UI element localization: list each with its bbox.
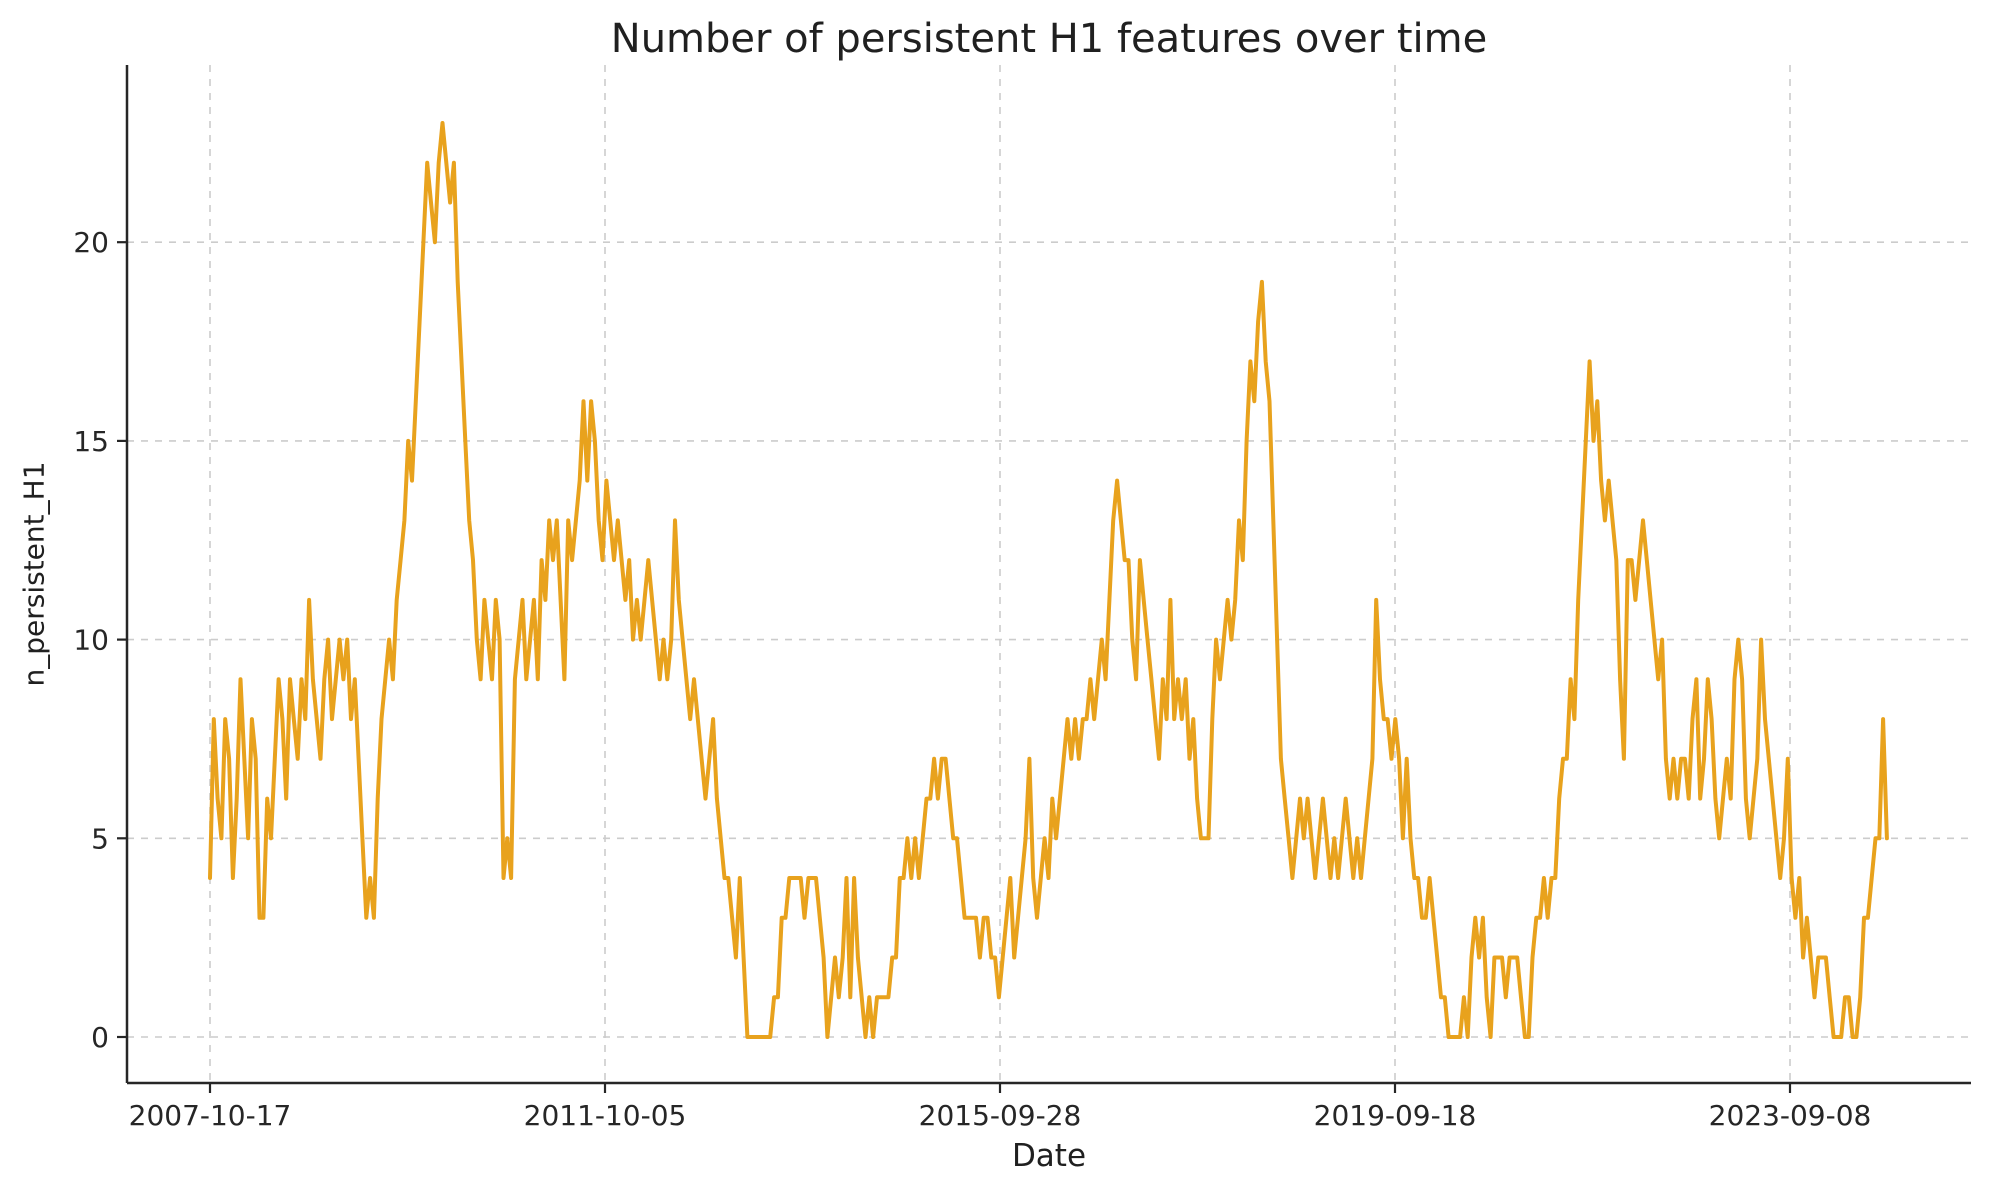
y-tick-label: 20: [73, 226, 109, 259]
x-tick-label: 2011-10-05: [524, 1099, 687, 1132]
chart-title: Number of persistent H1 features over ti…: [610, 16, 1488, 62]
x-axis-title: Date: [1011, 1138, 1087, 1174]
y-tick-label: 10: [73, 624, 109, 657]
y-tick-label: 0: [91, 1021, 109, 1054]
data-line: [208, 121, 1889, 1039]
x-tick-label: 2023-09-08: [1709, 1099, 1872, 1132]
x-tick-label: 2019-09-18: [1314, 1099, 1477, 1132]
y-tick-label: 15: [73, 425, 109, 458]
x-tick-label: 2015-09-28: [919, 1099, 1082, 1132]
y-axis-title: n_persistent_H1: [17, 461, 51, 687]
x-tick-label: 2007-10-17: [129, 1099, 292, 1132]
y-tick-label: 5: [91, 822, 109, 855]
